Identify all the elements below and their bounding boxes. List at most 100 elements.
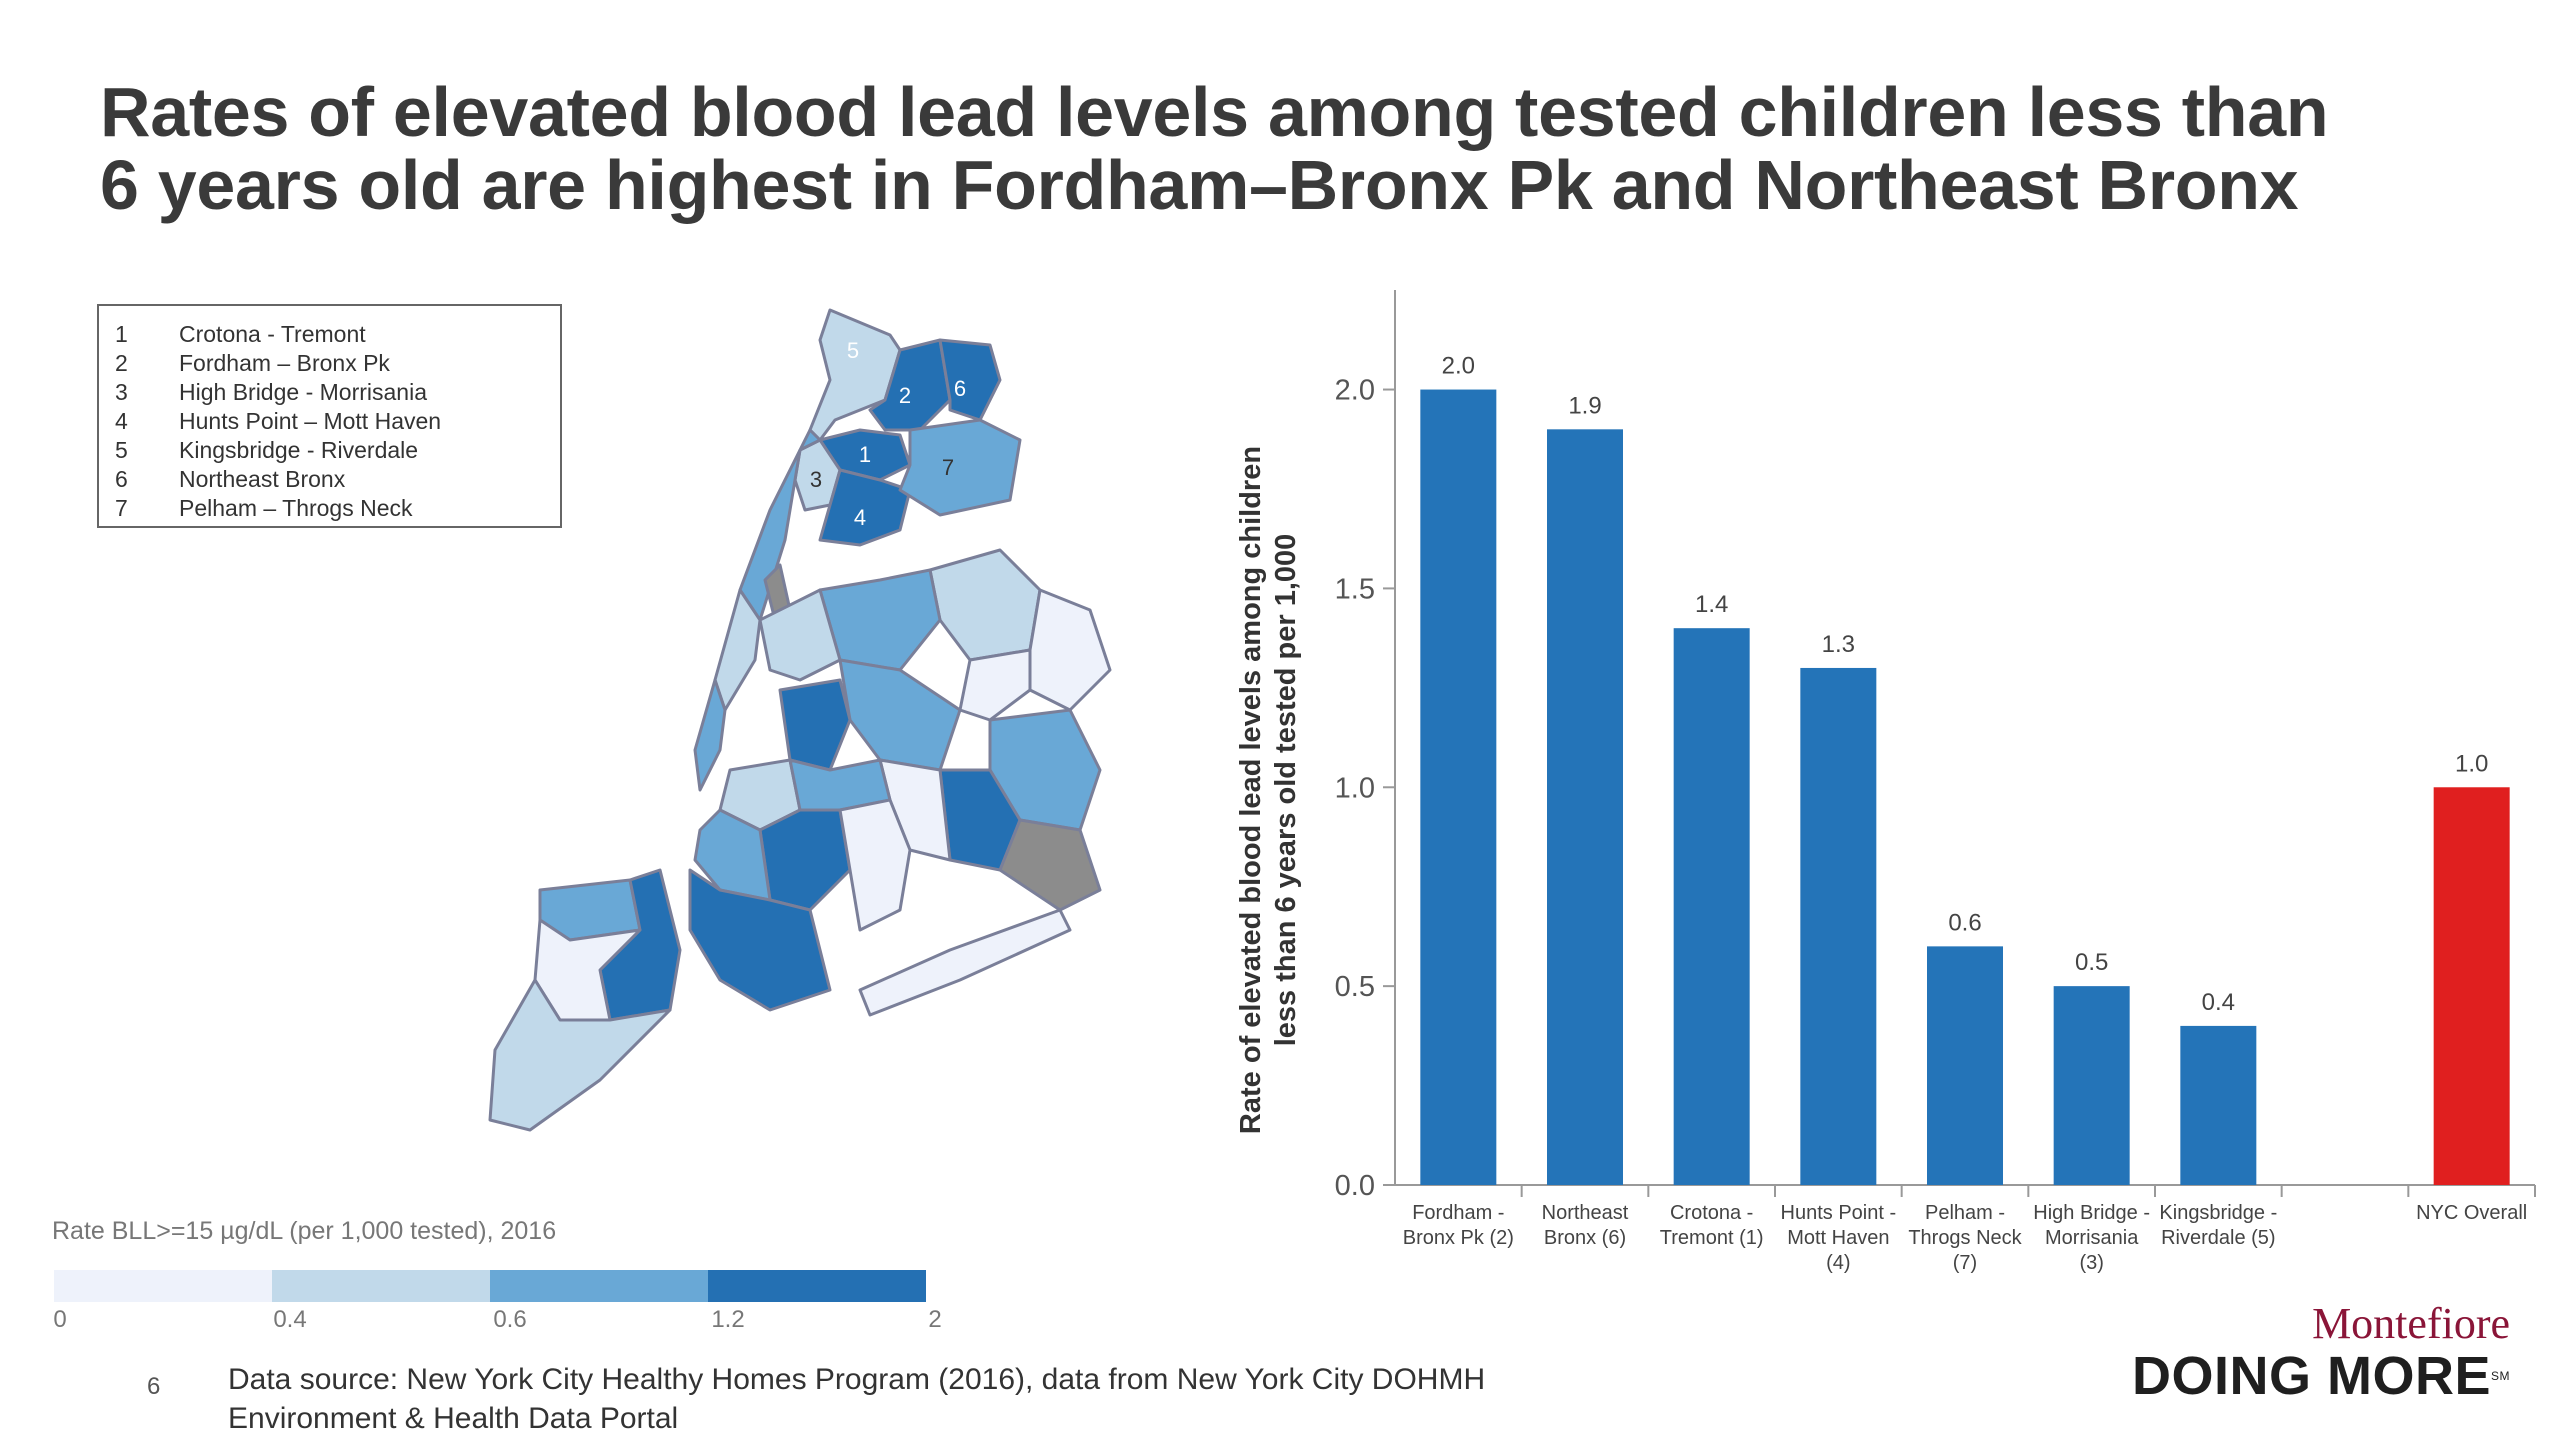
legend-item: 7 Pelham – Throgs Neck <box>115 495 413 521</box>
x-category-label: Northeast <box>1542 1202 1629 1224</box>
legend-item: 5 Kingsbridge - Riverdale <box>115 437 419 463</box>
bar-value-label: 0.5 <box>2075 949 2108 976</box>
x-category-label: Crotona - <box>1670 1202 1753 1224</box>
legend-item: 3 High Bridge - Morrisania <box>115 379 427 405</box>
map-region-si-south <box>488 978 672 1132</box>
chart-plot-area: 0.0 0.5 1.0 1.5 2.0 2.0 Fordham - Bronx Pk (2) 1… <box>1335 290 2536 1274</box>
page-number: 6 <box>147 1373 161 1400</box>
color-scale-ticks: 0 0.4 0.6 1.2 2 <box>0 1306 1000 1336</box>
map-region-queens-9 <box>758 588 842 682</box>
x-category-label: (3) <box>2079 1252 2103 1274</box>
map-region-queens-4 <box>958 648 1032 722</box>
legend-item: 2 Fordham – Bronx Pk <box>115 350 390 376</box>
bar <box>2180 1025 2257 1185</box>
logo-name: Montefiore <box>2312 1299 2510 1348</box>
map-label-3: 3 <box>810 467 822 492</box>
slide-title: Rates of elevated blood lead levels amon… <box>100 76 2540 222</box>
map-region-5 <box>808 308 902 442</box>
bar-value-label: 0.6 <box>1948 909 1981 936</box>
x-category-label: Bronx Pk (2) <box>1403 1227 1514 1249</box>
map-region-brooklyn-1 <box>778 678 852 772</box>
bar <box>1800 667 1877 1185</box>
map-region-6 <box>938 338 1002 422</box>
data-source-note: Data source: New York City Healthy Homes… <box>228 1360 1628 1438</box>
map-region-manhattan-north <box>738 428 822 622</box>
y-axis-label-line-1: Rate of elevated blood lead levels among… <box>1235 446 1267 1134</box>
y-tick-label: 0.5 <box>1335 971 1375 1003</box>
logo-tagline: DOING MORESM <box>2131 1346 2510 1406</box>
y-tick-label: 2.0 <box>1335 375 1375 407</box>
map-label-4: 4 <box>854 505 866 530</box>
bar <box>2053 986 2130 1185</box>
x-category-label: (4) <box>1826 1252 1850 1274</box>
map-region-queens-2 <box>1028 588 1112 712</box>
map-region-queens-1 <box>928 548 1042 662</box>
x-category-label: Pelham - <box>1925 1202 2005 1224</box>
y-tick-label: 0.0 <box>1335 1170 1375 1202</box>
x-category-label: Riverdale (5) <box>2161 1227 2275 1249</box>
legend-item: 1 Crotona - Tremont <box>115 321 366 347</box>
bar <box>1420 389 1497 1185</box>
scale-segment-1 <box>54 1270 272 1302</box>
bar <box>1673 628 1750 1185</box>
x-category-label: NYC Overall <box>2416 1202 2527 1224</box>
bar-value-label: 1.0 <box>2455 750 2488 777</box>
map-region-manhattan-low <box>693 678 727 792</box>
map-label-2: 2 <box>899 383 911 408</box>
map-legend: 1 Crotona - Tremont 2 Fordham – Bronx Pk 3… <box>97 304 562 528</box>
map-region-7 <box>898 418 1022 517</box>
map-label-5: 5 <box>847 338 859 363</box>
scale-tick: 0.4 <box>273 1306 307 1333</box>
slide-title-line-1: Rates of elevated blood lead levels amon… <box>100 73 2329 151</box>
map-label-1: 1 <box>859 442 871 467</box>
bar-value-label: 1.9 <box>1568 392 1601 419</box>
x-category-label: Mott Haven <box>1787 1227 1889 1249</box>
bar <box>1927 946 2003 1185</box>
legend-item: 6 Northeast Bronx <box>115 466 346 492</box>
bar <box>2433 787 2510 1185</box>
bar-value-label: 2.0 <box>1442 353 1475 380</box>
y-tick-label: 1.5 <box>1335 573 1375 605</box>
bar <box>1547 429 1623 1185</box>
x-category-label: Throgs Neck <box>1908 1227 2022 1249</box>
scale-tick: 1.2 <box>711 1306 745 1333</box>
map-region-manhattan-mid <box>713 588 762 712</box>
map-region-queens-nodata <box>998 818 1102 912</box>
color-scale-bar <box>54 1270 926 1302</box>
bar-value-label: 1.3 <box>1822 631 1855 658</box>
data-source-line-2: Environment & Health Data Portal <box>228 1402 679 1435</box>
montefiore-logo: Montefiore DOING MORESM <box>2131 1299 2510 1406</box>
x-category-label: High Bridge - <box>2033 1202 2150 1224</box>
nyc-choropleth-map: 1 2 3 4 5 6 7 <box>488 308 1112 1132</box>
map-region-queens-5 <box>838 658 962 772</box>
scale-tick: 0.6 <box>493 1306 527 1333</box>
scale-segment-2 <box>272 1270 490 1302</box>
map-region-rockaway <box>858 908 1072 1017</box>
map-label-6: 6 <box>954 376 966 401</box>
map-region-4 <box>818 468 912 547</box>
x-category-label: Morrisania <box>2045 1227 2139 1249</box>
data-source-line-1: Data source: New York City Healthy Homes… <box>228 1363 1486 1396</box>
map-region-brooklyn-7 <box>688 868 832 1012</box>
bar-value-label: 0.4 <box>2202 989 2235 1016</box>
scale-segment-4 <box>708 1270 926 1302</box>
bar-value-label: 1.4 <box>1695 591 1728 618</box>
map-region-brooklyn-6 <box>838 798 912 932</box>
y-axis-label-line-2: less than 6 years old tested per 1,000 <box>1270 534 1302 1047</box>
legend-item: 4 Hunts Point – Mott Haven <box>115 408 442 434</box>
slide-title-line-2: 6 years old are highest in Fordham–Bronx… <box>100 146 2299 224</box>
x-category-label: Kingsbridge - <box>2159 1202 2277 1224</box>
color-scale-title: Rate BLL>=15 µg/dL (per 1,000 tested), 2… <box>52 1217 557 1245</box>
x-category-label: Bronx (6) <box>1544 1227 1626 1249</box>
map-region-brooklyn-4 <box>758 808 852 912</box>
map-label-7: 7 <box>942 455 954 480</box>
y-tick-label: 1.0 <box>1335 772 1375 804</box>
scale-tick: 0 <box>53 1306 67 1333</box>
x-category-label: Fordham - <box>1412 1202 1504 1224</box>
scale-segment-3 <box>490 1270 708 1302</box>
bar-chart: Rate of elevated blood lead levels among… <box>1235 290 2536 1274</box>
x-category-label: Tremont (1) <box>1660 1227 1764 1249</box>
x-category-label: (7) <box>1953 1252 1977 1274</box>
scale-tick: 2 <box>928 1306 942 1333</box>
x-category-label: Hunts Point - <box>1781 1202 1897 1224</box>
